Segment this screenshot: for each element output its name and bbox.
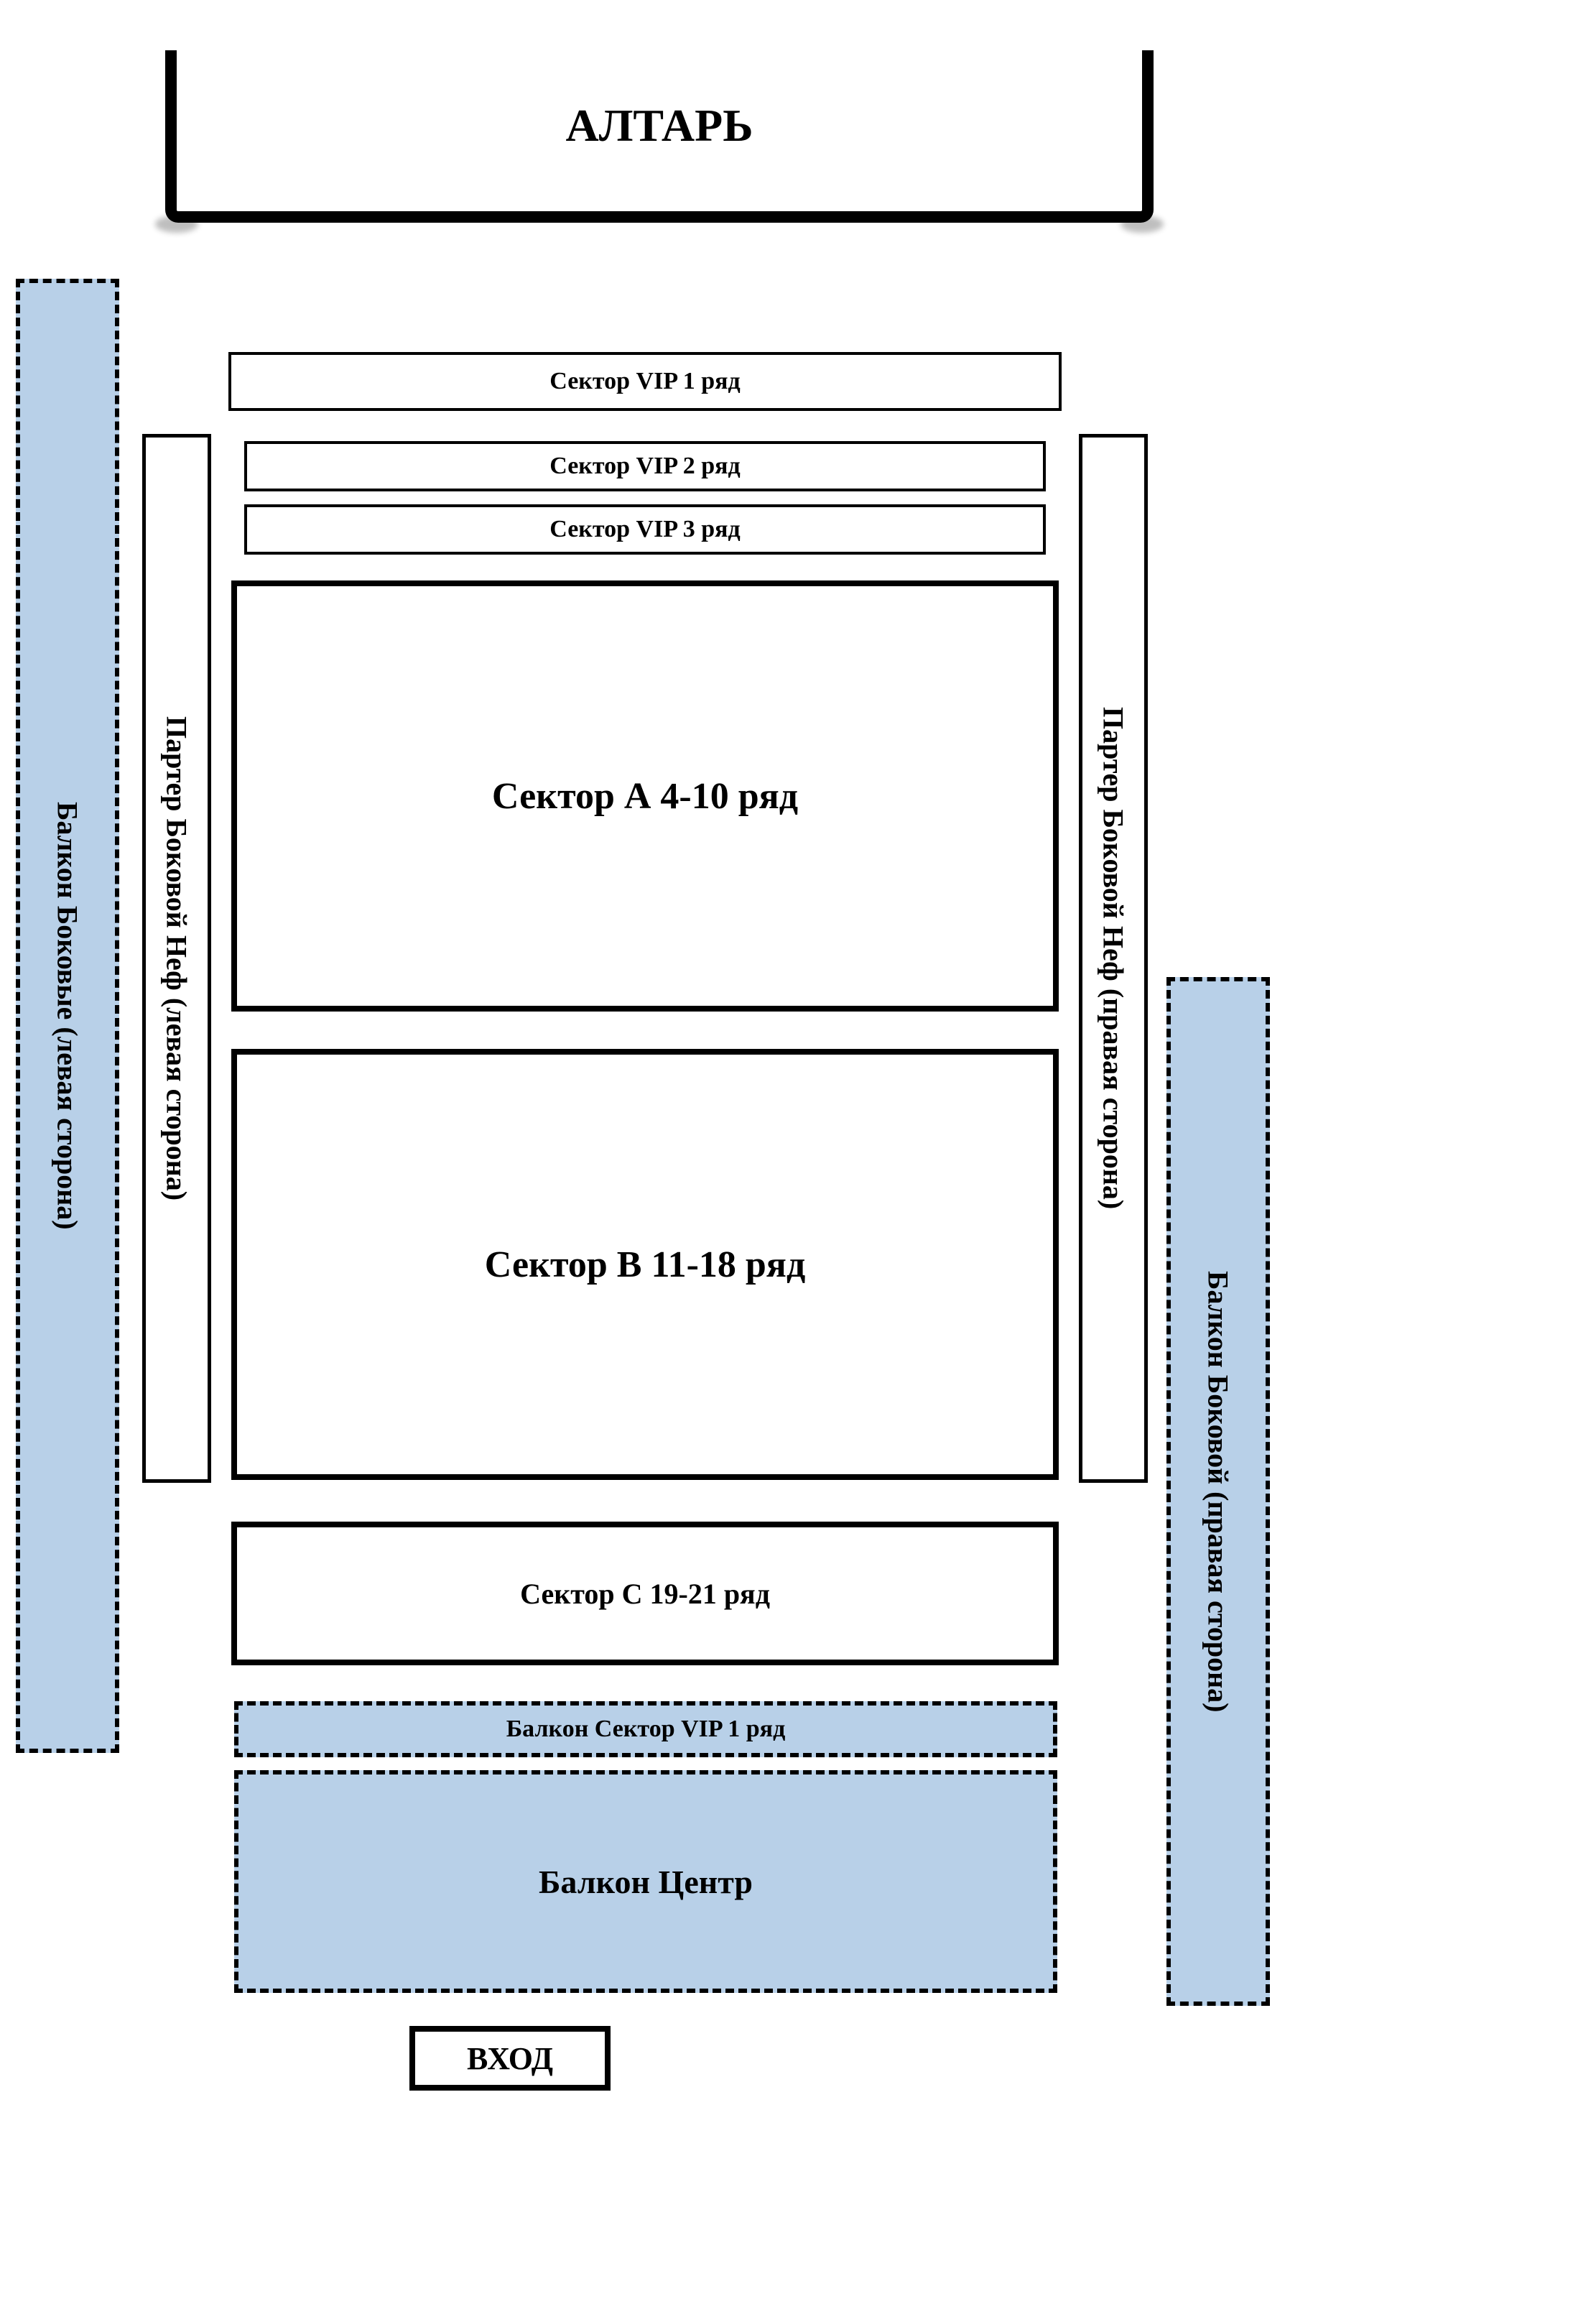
nave-left[interactable]: Партер Боковой Неф (левая сторона) [142, 434, 211, 1483]
altar-shadow-left [155, 216, 198, 233]
nave-right[interactable]: Партер Боковой Неф (правая сторона) [1079, 434, 1148, 1483]
sector-b-label: Сектор В 11-18 ряд [485, 1244, 806, 1286]
altar-shadow-right [1121, 216, 1164, 233]
sector-vip-1-label: Сектор VIP 1 ряд [549, 368, 741, 395]
balcony-side-left-label: Балкон Боковые (левая сторона) [51, 802, 85, 1230]
nave-left-label: Партер Боковой Неф (левая сторона) [160, 716, 194, 1200]
sector-c[interactable]: Сектор С 19-21 ряд [231, 1522, 1059, 1665]
balcony-vip-1-label: Балкон Сектор VIP 1 ряд [506, 1716, 786, 1743]
sector-a[interactable]: Сектор А 4-10 ряд [231, 580, 1059, 1012]
balcony-center[interactable]: Балкон Центр [234, 1770, 1057, 1993]
sector-vip-3-label: Сектор VIP 3 ряд [549, 516, 741, 543]
balcony-vip-1[interactable]: Балкон Сектор VIP 1 ряд [234, 1701, 1057, 1757]
sector-c-label: Сектор С 19-21 ряд [520, 1577, 770, 1611]
sector-vip-2[interactable]: Сектор VIP 2 ряд [244, 441, 1046, 491]
altar-text: АЛТАРЬ [565, 99, 753, 152]
sector-vip-3[interactable]: Сектор VIP 3 ряд [244, 504, 1046, 555]
balcony-side-left[interactable]: Балкон Боковые (левая сторона) [16, 279, 119, 1753]
nave-right-label: Партер Боковой Неф (правая сторона) [1097, 707, 1131, 1209]
sector-vip-2-label: Сектор VIP 2 ряд [549, 453, 741, 480]
sector-vip-1[interactable]: Сектор VIP 1 ряд [228, 352, 1062, 411]
sector-b[interactable]: Сектор В 11-18 ряд [231, 1049, 1059, 1480]
balcony-side-right[interactable]: Балкон Боковой (правая сторона) [1166, 977, 1270, 2006]
balcony-side-right-label: Балкон Боковой (правая сторона) [1202, 1271, 1235, 1713]
entrance[interactable]: ВХОД [409, 2026, 611, 2091]
entrance-label: ВХОД [467, 2040, 553, 2077]
altar-label: АЛТАРЬ [165, 50, 1154, 201]
balcony-center-label: Балкон Центр [539, 1863, 753, 1901]
sector-a-label: Сектор А 4-10 ряд [492, 775, 798, 818]
